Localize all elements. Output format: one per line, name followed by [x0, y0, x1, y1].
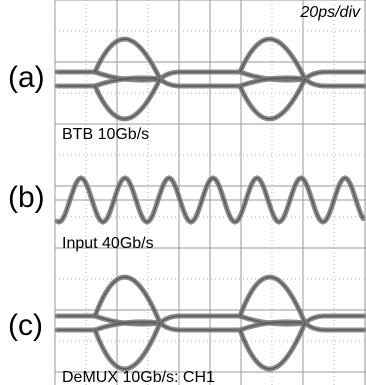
panel-caption: BTB 10Gb/s [62, 126, 149, 143]
panel-caption: DeMUX 10Gb/s: CH1 [62, 369, 215, 385]
panel-caption: Input 40Gb/s [62, 235, 154, 252]
scale-label: 20ps/div [299, 4, 361, 21]
panel-label: (a) [8, 61, 45, 94]
panel-label: (b) [8, 181, 45, 214]
panel-label: (c) [8, 309, 43, 342]
eye-diagram-figure: 20ps/div (a) BTB 10Gb/s (b) Input 40Gb/s… [0, 0, 366, 385]
